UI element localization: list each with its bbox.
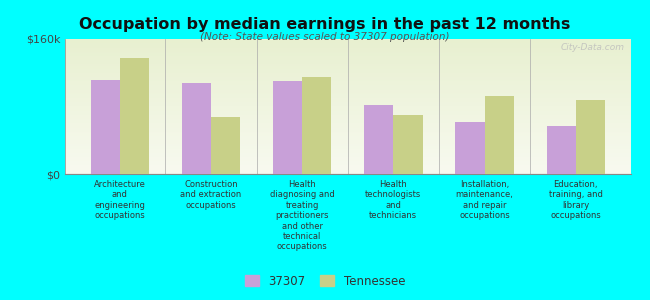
Bar bbox=[547, 126, 576, 174]
Bar bbox=[90, 80, 120, 174]
Text: (Note: State values scaled to 37307 population): (Note: State values scaled to 37307 popu… bbox=[200, 32, 450, 41]
Text: Occupation by median earnings in the past 12 months: Occupation by median earnings in the pas… bbox=[79, 16, 571, 32]
Bar bbox=[484, 96, 514, 174]
Text: Health
technologists
and
technicians: Health technologists and technicians bbox=[365, 180, 421, 220]
Text: City-Data.com: City-Data.com bbox=[561, 43, 625, 52]
Bar bbox=[576, 100, 605, 174]
Bar bbox=[393, 115, 422, 174]
Bar bbox=[302, 77, 332, 174]
Text: Architecture
and
engineering
occupations: Architecture and engineering occupations bbox=[94, 180, 146, 220]
Bar bbox=[456, 122, 484, 174]
Bar bbox=[182, 83, 211, 174]
Bar bbox=[120, 58, 149, 174]
Text: Health
diagnosing and
treating
practitioners
and other
technical
occupations: Health diagnosing and treating practitio… bbox=[270, 180, 335, 251]
Bar bbox=[211, 117, 240, 174]
Text: Construction
and extraction
occupations: Construction and extraction occupations bbox=[180, 180, 242, 210]
Text: Education,
training, and
library
occupations: Education, training, and library occupat… bbox=[549, 180, 603, 220]
Bar bbox=[273, 81, 302, 174]
Legend: 37307, Tennessee: 37307, Tennessee bbox=[241, 271, 409, 291]
Bar bbox=[364, 105, 393, 174]
Text: Installation,
maintenance,
and repair
occupations: Installation, maintenance, and repair oc… bbox=[456, 180, 514, 220]
